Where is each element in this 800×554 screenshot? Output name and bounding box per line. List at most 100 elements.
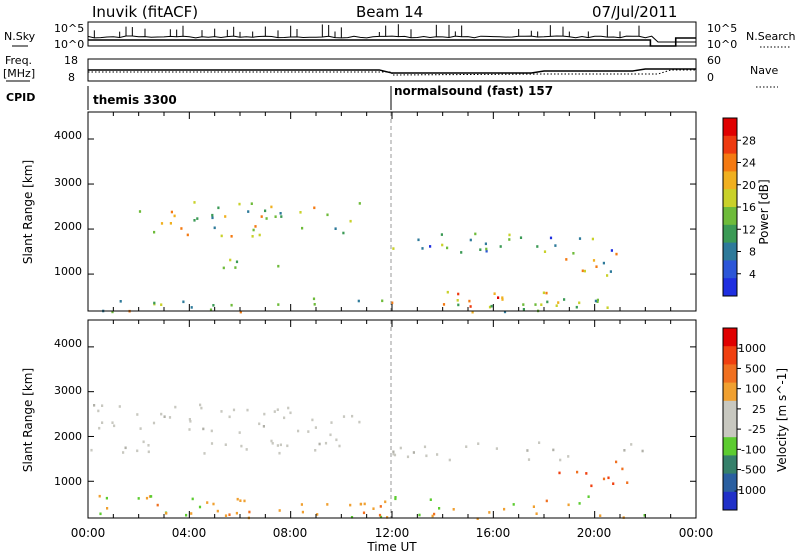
colorbar-swatch [723,437,737,456]
echo-cell [381,299,384,303]
power-ytick-1000: 1000 [54,265,82,278]
echo-cell [441,243,444,247]
echo-cell [198,505,202,509]
echo-cell [452,508,455,511]
echo-cell [433,512,436,516]
echo-cell [442,303,446,306]
echo-cell [156,503,159,507]
freq-tick-bottom: 8 [68,71,75,84]
echo-cell [99,512,102,516]
echo-cell [350,516,354,519]
echo-cell [538,441,541,444]
echo-cell [359,502,362,506]
x-axis-label: Time UT [366,540,417,554]
velocity-echo-cells [90,403,646,520]
colorbar-swatch [723,135,737,155]
echo-cell [534,303,537,306]
echo-cell [546,300,549,304]
echo-cell [362,511,366,515]
colorbar-tick-label: 16 [742,201,756,214]
echo-cell [307,430,310,433]
echo-cell [276,444,279,447]
echo-cell [254,225,257,228]
velocity-ytick-1000: 1000 [54,475,82,488]
echo-cell [615,252,618,256]
echo-cell [240,444,243,448]
echo-cell [289,411,292,415]
velocity-plot-area [88,320,696,518]
cpid-segment-2: normalsound (fast) 157 [394,84,553,98]
echo-cell [431,514,434,518]
echo-cell [173,214,176,218]
echo-cell [283,416,286,420]
echo-cell [565,258,568,261]
echo-cell [235,511,238,515]
echo-cell [206,501,209,504]
echo-cell [137,497,140,500]
echo-cell [277,264,280,268]
colorbar-swatch [723,473,737,493]
freq-tick-top: 18 [64,54,78,67]
echo-cell [357,299,360,303]
echo-cell [142,440,145,444]
freq-unit-label: [MHz] [3,67,35,80]
echo-cell [160,222,164,225]
echo-cell [446,290,449,294]
echo-cell [519,236,523,239]
echo-cell [599,514,602,517]
echo-cell [106,507,109,510]
echo-cell [297,429,300,433]
colorbar-swatch [723,455,737,475]
echo-cell [271,442,274,445]
echo-cell [581,269,584,273]
echo-cell [330,421,333,424]
echo-cell [349,503,352,507]
colorbar-swatch [723,400,737,420]
echo-cell [394,497,397,501]
echo-cell [274,215,277,218]
power-ytick-4000: 4000 [54,129,82,142]
echo-cell [90,448,93,452]
nave-tick-top: 60 [707,54,721,67]
echo-cell [111,421,114,424]
echo-cell [542,291,545,295]
echo-cell [535,512,538,515]
echo-cell [429,245,432,248]
echo-cell [457,303,460,307]
colorbar-swatch [723,260,737,279]
echo-cell [643,514,646,517]
velocity-tick-marks [88,346,696,482]
echo-cell [211,213,214,217]
echo-cell [392,247,395,250]
echo-cell [252,228,255,232]
colorbar-tick-label: -1000 [734,484,766,497]
echo-cell [188,418,191,421]
echo-cell [490,304,493,308]
echo-cell [469,238,472,242]
echo-cell [623,449,626,452]
echo-cell [417,238,420,242]
echo-cell [153,230,156,234]
echo-cell [592,259,596,262]
echo-cell [406,455,410,459]
echo-cell [191,497,194,501]
echo-cell [399,446,402,450]
echo-cell [559,458,562,462]
echo-cell [495,447,498,450]
echo-cell [429,498,432,501]
echo-cell [105,496,108,500]
echo-cell [229,258,232,262]
noise-panel [87,21,697,47]
echo-cell [358,202,361,205]
power-ylabel: Slant Range [km] [21,160,35,264]
echo-cell [213,226,216,230]
echo-cell [591,237,594,241]
echo-cell [250,202,253,205]
power-colorbar-label: Power [dB] [757,179,771,244]
echo-cell [210,442,214,445]
echo-cell [557,301,560,304]
echo-cell [209,308,213,312]
echo-cell [338,444,341,448]
colorbar-swatch [723,224,737,244]
colorbar-tick-label: 100 [745,383,766,396]
